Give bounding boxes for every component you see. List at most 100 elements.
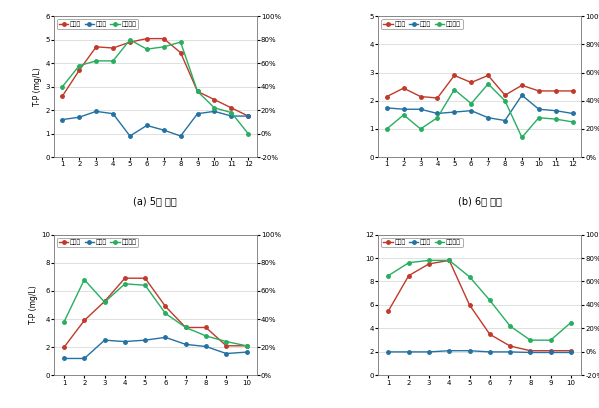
- 유입수: [569, 89, 576, 93]
- 유출수: [468, 108, 475, 113]
- 유입수: [194, 89, 201, 94]
- 유출수: [547, 350, 554, 355]
- 유출수: [425, 349, 432, 354]
- 유출수: [501, 118, 509, 123]
- 제거효율: [446, 258, 453, 263]
- 유입수: [162, 304, 169, 309]
- Legend: 유입수, 유출수, 제거효율: 유입수, 유출수, 제거효율: [57, 20, 138, 29]
- 유입수: [527, 348, 534, 353]
- 유출수: [202, 344, 210, 349]
- 유입수: [202, 325, 210, 330]
- Legend: 유입수, 유출수, 제거효율: 유입수, 유출수, 제거효율: [57, 238, 138, 247]
- 유입수: [385, 308, 392, 313]
- 제거효율: [60, 319, 68, 324]
- 제거효율: [202, 333, 210, 338]
- 유입수: [518, 83, 525, 88]
- Line: 유입수: 유입수: [60, 37, 250, 118]
- 유입수: [486, 332, 494, 337]
- 유출수: [567, 350, 574, 355]
- 유출수: [223, 351, 230, 356]
- 유입수: [59, 94, 66, 99]
- 유입수: [552, 89, 559, 93]
- Line: 제거효율: 제거효율: [385, 82, 574, 139]
- 유입수: [417, 94, 424, 99]
- Line: 유출수: 유출수: [387, 349, 573, 354]
- 유입수: [244, 113, 252, 118]
- 제거효율: [101, 300, 108, 305]
- 유출수: [194, 111, 201, 116]
- 유출수: [400, 107, 407, 112]
- 유출수: [162, 335, 169, 340]
- 제거효율: [141, 283, 149, 288]
- 제거효율: [211, 105, 218, 110]
- Line: 유출수: 유출수: [62, 336, 248, 360]
- 유출수: [81, 356, 88, 361]
- 유출수: [177, 133, 184, 138]
- 유입수: [126, 40, 134, 44]
- 제거효율: [243, 344, 250, 348]
- 유출수: [486, 349, 494, 354]
- 유출수: [527, 350, 534, 355]
- 제거효율: [383, 126, 391, 131]
- 제거효율: [110, 58, 117, 63]
- 유입수: [485, 73, 492, 78]
- Line: 제거효율: 제거효율: [60, 38, 250, 135]
- 제거효율: [434, 115, 441, 120]
- 유출수: [160, 128, 167, 133]
- Line: 제거효율: 제거효율: [62, 278, 248, 348]
- 유출수: [569, 111, 576, 116]
- 유출수: [385, 349, 392, 354]
- 제거효율: [486, 298, 494, 303]
- 유출수: [60, 356, 68, 361]
- Line: 유출수: 유출수: [60, 110, 250, 138]
- 제거효율: [93, 58, 100, 63]
- 유출수: [110, 111, 117, 116]
- 제거효율: [450, 87, 458, 92]
- 유출수: [121, 339, 128, 344]
- Y-axis label: T-P (mg/L): T-P (mg/L): [29, 286, 38, 324]
- 제거효율: [223, 339, 230, 344]
- 제거효율: [466, 274, 473, 279]
- 제거효율: [177, 40, 184, 44]
- 제거효율: [518, 135, 525, 140]
- 제거효율: [400, 113, 407, 118]
- 유출수: [182, 342, 189, 347]
- 제거효율: [535, 115, 542, 120]
- 제거효율: [527, 338, 534, 343]
- 유출수: [126, 133, 134, 138]
- Legend: 유입수, 유출수, 제거효율: 유입수, 유출수, 제거효율: [382, 238, 462, 247]
- 유출수: [383, 105, 391, 110]
- 제거효율: [182, 325, 189, 330]
- 유출수: [485, 115, 492, 120]
- 유출수: [59, 117, 66, 122]
- 유입수: [143, 36, 150, 41]
- 유입수: [567, 348, 574, 353]
- 유입수: [405, 273, 412, 278]
- 제거효율: [547, 338, 554, 343]
- 제거효율: [552, 117, 559, 122]
- 유입수: [466, 302, 473, 307]
- 유출수: [244, 113, 252, 118]
- 유입수: [507, 344, 514, 348]
- 유입수: [468, 80, 475, 85]
- 유출수: [466, 348, 473, 353]
- 유출수: [446, 348, 453, 353]
- 제거효율: [75, 63, 83, 68]
- 유출수: [93, 109, 100, 114]
- 제거효율: [485, 82, 492, 86]
- 유출수: [243, 350, 250, 355]
- 유입수: [141, 276, 149, 281]
- 제거효율: [59, 84, 66, 89]
- 제거효율: [194, 89, 201, 94]
- 제거효율: [121, 282, 128, 286]
- 제거효율: [385, 273, 392, 278]
- 유입수: [535, 89, 542, 93]
- Line: 유입수: 유입수: [62, 277, 248, 349]
- 유입수: [383, 94, 391, 99]
- 유출수: [507, 349, 514, 354]
- 제거효율: [244, 131, 252, 136]
- 유입수: [501, 93, 509, 98]
- 유출수: [552, 108, 559, 113]
- 제거효율: [160, 44, 167, 49]
- 유입수: [243, 344, 250, 348]
